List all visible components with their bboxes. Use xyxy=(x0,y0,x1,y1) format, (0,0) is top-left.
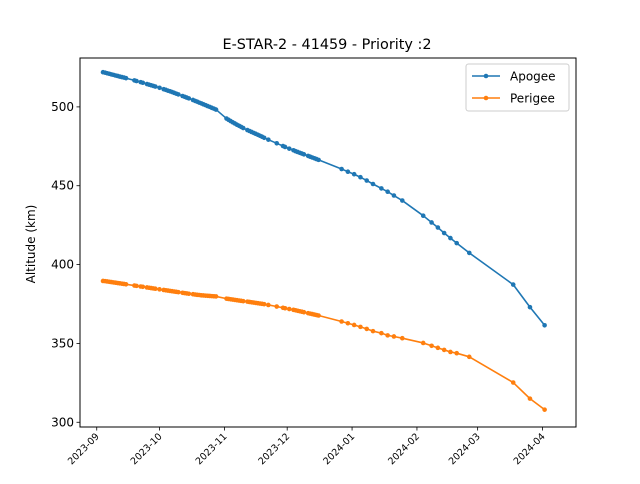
perigee-point xyxy=(286,306,292,312)
perigee-point xyxy=(429,343,434,349)
y-tick-label: 300 xyxy=(51,415,74,429)
y-tick-label: 350 xyxy=(51,336,74,350)
perigee-point xyxy=(316,313,321,318)
perigee-point xyxy=(385,333,390,338)
perigee-point xyxy=(140,284,146,290)
apogee-point xyxy=(123,75,129,81)
perigee-point xyxy=(123,281,129,287)
apogee-point xyxy=(351,171,357,177)
perigee-point xyxy=(358,324,363,330)
perigee-point xyxy=(420,340,426,346)
perigee-point xyxy=(435,345,441,351)
apogee-point xyxy=(420,213,426,218)
apogee-point xyxy=(286,146,292,151)
apogee-point xyxy=(542,322,547,328)
apogee-point xyxy=(454,240,460,246)
apogee-point xyxy=(266,137,271,142)
y-tick-label: 400 xyxy=(51,258,74,272)
perigee-point xyxy=(240,298,246,304)
perigee-point xyxy=(339,319,344,324)
plot-frame xyxy=(79,57,577,428)
apogee-point xyxy=(385,189,390,195)
apogee-point xyxy=(527,304,533,310)
apogee-point xyxy=(134,78,139,84)
apogee-point xyxy=(153,84,158,89)
perigee-point xyxy=(282,305,288,311)
apogee-point xyxy=(316,157,321,163)
perigee-point xyxy=(370,328,376,334)
legend-swatch-marker xyxy=(483,95,489,101)
perigee-point xyxy=(441,347,447,353)
apogee-point xyxy=(441,230,447,236)
apogee-point xyxy=(379,186,384,191)
apogee-point xyxy=(261,135,267,141)
legend-item-apogee: Apogee xyxy=(472,70,556,84)
perigee-point xyxy=(448,349,453,355)
apogee-point xyxy=(140,80,146,86)
apogee-point xyxy=(358,174,363,180)
apogee-point xyxy=(213,107,219,112)
apogee-point xyxy=(240,125,246,131)
apogee-point xyxy=(370,181,376,187)
perigee-point xyxy=(379,330,384,336)
perigee-point xyxy=(153,286,158,292)
perigee-point xyxy=(542,407,547,412)
perigee-point xyxy=(134,283,139,289)
legend-label: Apogee xyxy=(510,70,556,84)
perigee-point xyxy=(186,291,192,297)
apogee-point xyxy=(176,92,181,97)
perigee-point xyxy=(157,287,162,292)
apogee-point xyxy=(339,166,344,172)
perigee-point xyxy=(400,335,405,341)
legend-label: Perigee xyxy=(510,92,555,106)
apogee-point xyxy=(186,96,192,101)
perigee-point xyxy=(351,322,357,328)
legend: Apogee Perigee xyxy=(465,63,570,112)
perigee-point xyxy=(345,320,351,326)
series-perigee xyxy=(100,278,547,412)
apogee-point xyxy=(282,144,288,150)
perigee-point xyxy=(364,326,370,332)
perigee-point xyxy=(454,350,460,356)
series-apogee xyxy=(100,69,547,328)
legend-swatch-marker xyxy=(483,73,489,79)
perigee-point xyxy=(527,396,533,401)
apogee-point xyxy=(435,225,441,230)
perigee-point xyxy=(176,289,181,295)
perigee-point xyxy=(266,302,271,308)
apogee-point xyxy=(345,169,351,174)
perigee-point xyxy=(466,354,472,360)
apogee-point xyxy=(448,235,453,241)
chart-title: E-STAR-2 - 41459 - Priority :2 xyxy=(223,37,432,53)
perigee-point xyxy=(391,334,397,339)
perigee-point xyxy=(510,380,516,385)
apogee-point xyxy=(510,282,516,287)
perigee-point xyxy=(261,301,267,307)
y-tick-label: 500 xyxy=(51,100,74,114)
perigee-point xyxy=(274,304,280,309)
apogee-point xyxy=(466,250,472,256)
perigee-point xyxy=(213,294,219,299)
apogee-point xyxy=(301,152,307,157)
apogee-point xyxy=(364,178,370,183)
apogee-point xyxy=(157,85,162,91)
legend-item-perigee: Perigee xyxy=(472,92,555,106)
apogee-point xyxy=(400,198,405,203)
apogee-point xyxy=(391,193,397,198)
apogee-point xyxy=(274,141,280,146)
apogee-point xyxy=(429,220,434,225)
perigee-point xyxy=(301,309,307,315)
y-axis-label: Altitude (km) xyxy=(24,205,38,284)
y-tick-label: 450 xyxy=(51,179,74,193)
series-layer xyxy=(100,69,547,412)
